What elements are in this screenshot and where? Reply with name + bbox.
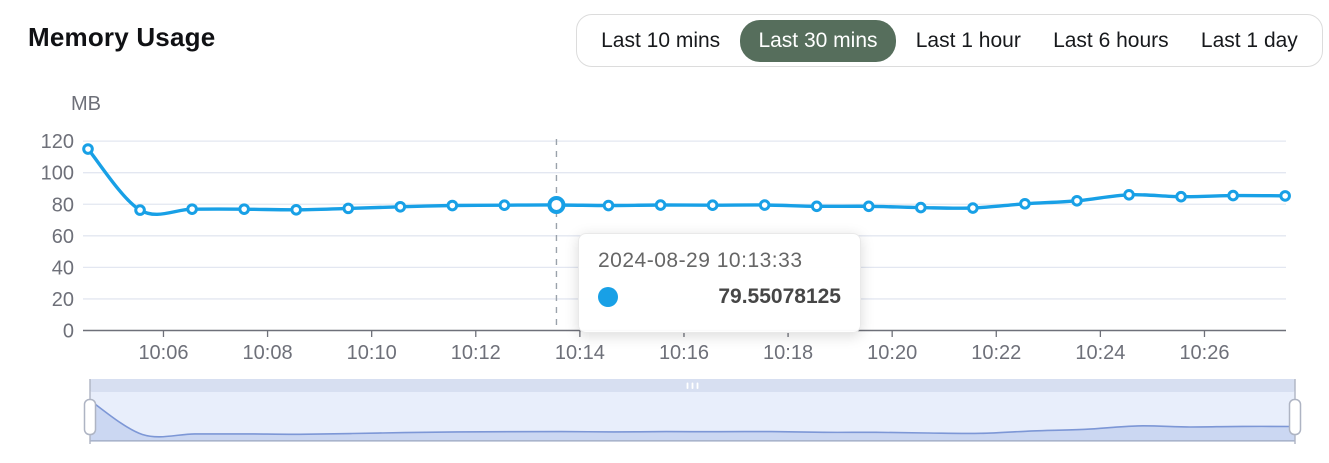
data-point-marker[interactable]	[186, 203, 198, 215]
tooltip-datetime: 2024-08-29 10:13:33	[598, 249, 803, 272]
datazoom-right-handle[interactable]	[1288, 398, 1302, 436]
data-point-marker[interactable]	[1123, 188, 1135, 201]
x-axis-tick-label: 10:24	[1075, 342, 1125, 364]
time-range-last-30-mins[interactable]: Last 30 mins	[740, 19, 896, 62]
y-axis-tick-label: 0	[63, 321, 74, 343]
data-point-marker[interactable]	[290, 203, 303, 216]
data-point-marker[interactable]	[862, 200, 875, 213]
time-range-last-6-hours[interactable]: Last 6 hours	[1041, 20, 1181, 62]
x-axis-tick-label: 10:06	[138, 342, 188, 364]
datazoom-series-line	[89, 399, 1296, 438]
x-axis-tick-label: 10:20	[867, 342, 917, 364]
datazoom-grip-icon	[686, 382, 689, 389]
y-axis-unit-label: MB	[71, 93, 101, 115]
data-point-marker[interactable]	[915, 201, 927, 214]
y-axis-tick-label: 80	[52, 194, 74, 216]
data-point-marker[interactable]	[498, 199, 511, 212]
data-point-marker[interactable]	[758, 199, 771, 211]
data-point-marker[interactable]	[654, 199, 667, 211]
data-point-marker[interactable]	[394, 200, 407, 213]
tooltip-series-row: 79.55078125	[598, 285, 841, 309]
y-axis-tick-label: 40	[52, 257, 74, 279]
data-point-marker[interactable]	[446, 199, 459, 212]
y-axis-tick-label: 120	[41, 131, 74, 153]
x-axis-tick-label: 10:18	[763, 342, 813, 364]
data-point-marker[interactable]	[1175, 190, 1187, 203]
x-axis-tick-label: 10:12	[451, 342, 501, 364]
data-point-marker[interactable]	[342, 202, 355, 215]
x-axis-tick-label: 10:22	[971, 342, 1021, 364]
data-point-marker[interactable]	[1279, 190, 1291, 202]
data-point-marker[interactable]	[967, 202, 979, 214]
x-axis-tick-label: 10:26	[1179, 342, 1229, 364]
datazoom-left-handle[interactable]	[83, 398, 97, 436]
data-point-marker[interactable]	[1227, 189, 1239, 202]
datazoom-grip-icon	[691, 382, 694, 389]
time-range-last-1-hour[interactable]: Last 1 hour	[904, 20, 1033, 62]
x-axis-tick-label: 10:08	[243, 342, 293, 364]
chart-tooltip: 2024-08-29 10:13:33 79.55078125	[578, 233, 861, 333]
data-point-marker[interactable]	[602, 199, 615, 212]
x-axis-tick-label: 10:14	[555, 342, 605, 364]
time-range-last-10-mins[interactable]: Last 10 mins	[589, 20, 732, 62]
datazoom-grip-icon	[696, 382, 699, 389]
data-point-marker[interactable]	[810, 200, 823, 213]
y-axis-tick-label: 100	[41, 163, 74, 185]
time-range-last-1-day[interactable]: Last 1 day	[1189, 20, 1310, 62]
hovered-data-point-marker[interactable]	[547, 195, 566, 214]
data-point-marker[interactable]	[1019, 197, 1031, 210]
page-title: Memory Usage	[28, 22, 216, 52]
tooltip-value: 79.55078125	[718, 285, 841, 308]
data-point-marker[interactable]	[1071, 194, 1083, 207]
x-axis-tick-label: 10:10	[347, 342, 397, 364]
data-point-marker[interactable]	[82, 143, 94, 155]
series-dot-icon	[598, 287, 618, 307]
data-point-marker[interactable]	[134, 204, 146, 216]
time-range-selector: Last 10 mins Last 30 mins Last 1 hour La…	[576, 14, 1323, 67]
y-axis-tick-label: 60	[52, 226, 74, 248]
data-point-marker[interactable]	[706, 199, 719, 212]
x-axis-tick-label: 10:16	[659, 342, 709, 364]
data-point-marker[interactable]	[238, 203, 250, 215]
y-axis-tick-label: 20	[52, 289, 74, 311]
